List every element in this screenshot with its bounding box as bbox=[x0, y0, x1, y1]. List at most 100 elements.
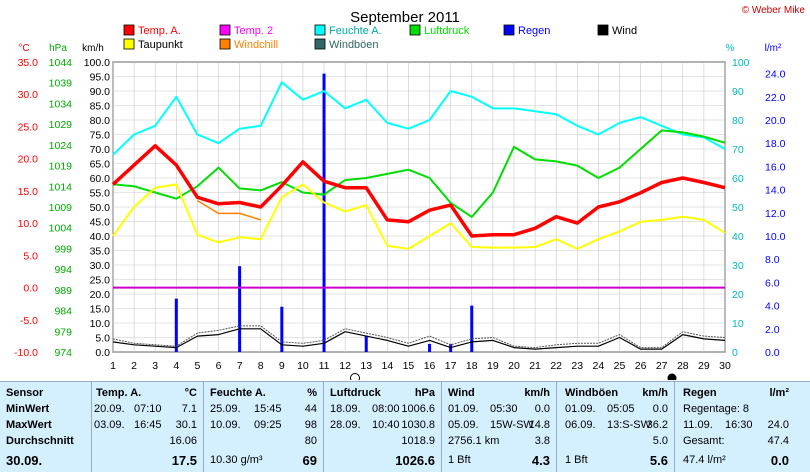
hpa-tick-label: 1014 bbox=[49, 181, 73, 193]
kmh-tick-label: 85.0 bbox=[90, 101, 111, 113]
celsius-tick-label: 20.0 bbox=[18, 154, 39, 166]
x-tick-label: 22 bbox=[550, 360, 562, 372]
x-tick-label: 12 bbox=[339, 360, 351, 372]
x-tick-label: 24 bbox=[593, 360, 605, 372]
stats-hum-col: Feuchte A.% 25.09. 15:45 44 10.09. 09:25 98 … bbox=[204, 382, 324, 472]
temp-max-time: 16:45 bbox=[134, 419, 162, 431]
hpa-tick-label: 1034 bbox=[49, 98, 73, 110]
legend-label: Temp. A. bbox=[138, 25, 181, 37]
moon-first-quarter-icon bbox=[350, 373, 360, 383]
hpa-tick-label: 1044 bbox=[49, 57, 73, 69]
stats-wind-col: Wind km/h 01.09. 05:30 0.0 05.09. 15W-SW 14.8… bbox=[442, 382, 557, 472]
kmh-tick-label: 55.0 bbox=[90, 188, 111, 200]
rain-tick-label: 12.0 bbox=[765, 208, 786, 220]
rain-total-label: Gesamt: bbox=[683, 435, 725, 447]
rain-tick-label: 8.0 bbox=[765, 254, 780, 266]
hpa-tick-label: 989 bbox=[54, 285, 72, 297]
legend-swatch bbox=[597, 24, 609, 36]
wind-line bbox=[112, 328, 726, 350]
rain-days: Regentage: 8 bbox=[683, 403, 750, 415]
celsius-tick-label: 10.0 bbox=[18, 218, 39, 230]
rain-bar bbox=[280, 306, 284, 352]
celsius-tick-label: 35.0 bbox=[18, 57, 39, 69]
legend-label: Feuchte A. bbox=[329, 25, 382, 37]
gust-max-time: 13:S-SW bbox=[607, 419, 652, 431]
stats-sensor-col: Sensor MinWert MaxWert Durchschnitt 30.0… bbox=[0, 382, 92, 472]
hpa-tick-label: 1019 bbox=[49, 161, 73, 173]
pct-tick-label: 100 bbox=[732, 57, 750, 69]
legend-swatch bbox=[409, 24, 421, 36]
hpa-tick-label: 979 bbox=[54, 326, 72, 338]
kmh-tick-label: 40.0 bbox=[90, 231, 111, 243]
pct-tick-label: 30 bbox=[732, 260, 744, 272]
kmh-tick-label: 60.0 bbox=[90, 173, 111, 185]
rain-tick-label: 4.0 bbox=[765, 301, 780, 313]
x-tick-label: 17 bbox=[445, 360, 457, 372]
x-tick-label: 14 bbox=[382, 360, 394, 372]
press-min-date: 18.09. bbox=[330, 403, 361, 415]
hpa-tick-label: 1024 bbox=[49, 140, 73, 152]
hum-max-date: 10.09. bbox=[210, 419, 241, 431]
rain-header: Regen bbox=[683, 387, 717, 399]
hum-header: Feuchte A. bbox=[210, 387, 266, 399]
x-tick-label: 16 bbox=[424, 360, 436, 372]
x-tick-label: 21 bbox=[529, 360, 541, 372]
celsius-tick-label: 30.0 bbox=[18, 89, 39, 101]
rain-bar bbox=[364, 335, 368, 352]
series bbox=[111, 73, 726, 352]
legend-swatch bbox=[123, 38, 135, 50]
kmh-tick-label: 75.0 bbox=[90, 130, 111, 142]
temp-min-time: 07:10 bbox=[134, 403, 162, 415]
stats-gust-col: Windböen km/h 01.09. 05:05 0.0 06.09. 13:S-S… bbox=[557, 382, 675, 472]
rain-tick-label: 2.0 bbox=[765, 324, 780, 336]
rain-tick-label: 0.0 bbox=[765, 347, 780, 359]
rain-unit: l/m² bbox=[769, 387, 789, 399]
kmh-tick-label: 45.0 bbox=[90, 217, 111, 229]
x-tick-label: 20 bbox=[508, 360, 520, 372]
temp-current: 17.5 bbox=[171, 453, 197, 468]
wind-avg: 3.8 bbox=[534, 435, 550, 447]
hum-min-time: 15:45 bbox=[254, 403, 282, 415]
press-current: 1026.6 bbox=[395, 453, 435, 468]
x-tick-label: 18 bbox=[466, 360, 478, 372]
temp-unit: °C bbox=[184, 387, 197, 399]
legend-label: Windböen bbox=[329, 39, 379, 51]
legend-label: Windchill bbox=[234, 39, 278, 51]
legend-label: Temp. 2 bbox=[234, 25, 273, 37]
windchill-line bbox=[197, 199, 261, 221]
weather-chart: September 2011 © Weber Mike °C hPa km/h … bbox=[14, 5, 805, 383]
hum-extra: 10.30 g/m³ bbox=[210, 454, 263, 466]
gust-line bbox=[112, 325, 726, 349]
x-tick-label: 1 bbox=[110, 360, 116, 372]
stats-row-max: MaxWert bbox=[6, 419, 52, 431]
chart-svg: September 2011 © Weber Mike °C hPa km/h … bbox=[14, 5, 805, 383]
x-tick-label: 29 bbox=[698, 360, 710, 372]
wind-max-date: 05.09. bbox=[448, 419, 479, 431]
rain-current-val: 0.0 bbox=[770, 453, 789, 468]
wind-current: 4.3 bbox=[531, 453, 550, 468]
kmh-tick-label: 80.0 bbox=[90, 115, 111, 127]
stats-row-avg: Durchschnitt bbox=[6, 435, 74, 447]
pressure-line bbox=[112, 129, 726, 218]
moon-new-icon bbox=[667, 373, 677, 383]
humidity-line bbox=[112, 81, 726, 156]
wind-max-val: 14.8 bbox=[528, 419, 550, 431]
wind-distance: 2756.1 km bbox=[448, 435, 500, 447]
gust-header: Windböen bbox=[565, 387, 619, 399]
stats-table: Sensor MinWert MaxWert Durchschnitt 30.0… bbox=[0, 381, 810, 472]
pct-axis-label: % bbox=[726, 43, 735, 54]
legend-swatch bbox=[503, 24, 515, 36]
pct-tick-label: 40 bbox=[732, 231, 744, 243]
hum-avg: 80 bbox=[304, 435, 317, 447]
kmh-tick-label: 90.0 bbox=[90, 86, 111, 98]
x-tick-label: 4 bbox=[173, 360, 179, 372]
x-tick-label: 15 bbox=[403, 360, 415, 372]
gust-avg: 5.0 bbox=[652, 435, 668, 447]
gust-max-date: 06.09. bbox=[565, 419, 596, 431]
gust-current: 5.6 bbox=[649, 453, 668, 468]
x-tick-label: 3 bbox=[152, 360, 158, 372]
grid bbox=[112, 61, 726, 353]
x-tick-label: 19 bbox=[487, 360, 499, 372]
gust-max-val: 36.2 bbox=[646, 419, 668, 431]
kmh-tick-label: 10.0 bbox=[90, 318, 111, 330]
